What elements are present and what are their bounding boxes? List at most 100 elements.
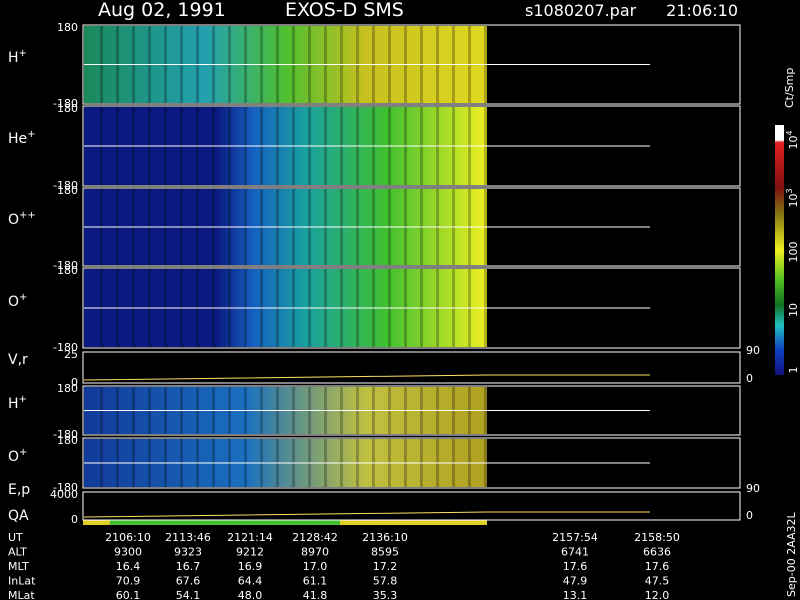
panel-label-text: H	[8, 396, 19, 412]
panel-label-charge: +	[19, 447, 27, 458]
trace	[83, 511, 650, 518]
panel-label-text: H	[8, 50, 19, 66]
colorbar-base: 100	[787, 242, 800, 263]
y-tick-label: 180	[57, 21, 78, 34]
cell: 17.6	[645, 560, 670, 573]
cell: 8595	[371, 546, 399, 559]
panel-label: E,p	[8, 482, 30, 498]
y-tick-label: 180	[57, 264, 78, 277]
cell: 17.6	[563, 560, 588, 573]
y-tick-label: -180	[53, 97, 78, 110]
cell: 60.1	[116, 589, 141, 600]
cell: 12.0	[645, 589, 670, 600]
row-label: ALT	[8, 546, 27, 559]
file: s1080207.par	[525, 1, 637, 20]
panel-label: O+	[8, 447, 27, 465]
colorbar-label: 100	[787, 242, 800, 263]
colorbar	[775, 125, 784, 375]
row-label: InLat	[8, 575, 36, 588]
cell: 2128:42	[292, 531, 338, 544]
cell: 47.9	[563, 575, 588, 588]
cell: 13.1	[563, 589, 588, 600]
cell: 6636	[643, 546, 671, 559]
right-tick-label: 0	[746, 509, 753, 522]
colorbar-label: 10	[787, 303, 800, 317]
cell: 48.0	[238, 589, 263, 600]
y-tick-label: -180	[53, 428, 78, 441]
colorbar-base: 10	[787, 136, 800, 150]
panel-label: He+	[8, 129, 36, 147]
cell: 61.1	[303, 575, 328, 588]
row-label: MLat	[8, 589, 35, 600]
trace	[83, 374, 650, 381]
colorbar-base: 10	[787, 303, 800, 317]
cell: 16.9	[238, 560, 263, 573]
colorbar-base: 10	[787, 194, 800, 208]
cell: 64.4	[238, 575, 263, 588]
panel-label-charge: +	[19, 394, 27, 405]
row-label: UT	[8, 531, 23, 544]
panel-label-charge: +	[19, 48, 27, 59]
cell: 2136:10	[362, 531, 408, 544]
panel-label-charge: +	[19, 292, 27, 303]
panel-label-charge: ++	[19, 210, 36, 221]
y-tick-label: 180	[57, 184, 78, 197]
cell: 35.3	[373, 589, 398, 600]
colorbar-exp: 3	[785, 188, 794, 193]
cell: 16.4	[116, 560, 141, 573]
y-tick-label: -180	[53, 179, 78, 192]
cell: 9212	[236, 546, 264, 559]
panel-label-charge: +	[27, 129, 35, 140]
instrument: EXOS-D SMS	[285, 0, 404, 21]
panel-label-text: E,p	[8, 482, 30, 498]
y-tick-label: 180	[57, 382, 78, 395]
cell: 2157:54	[552, 531, 598, 544]
panel-frame	[82, 351, 741, 384]
cell: 47.5	[645, 575, 670, 588]
y-tick-label: 180	[57, 434, 78, 447]
cell: 17.0	[303, 560, 328, 573]
colorbar-base: 1	[787, 367, 800, 374]
colorbar-label: 1	[787, 367, 800, 374]
qa-bar-green	[110, 519, 340, 525]
panel-label-text: V,r	[8, 352, 28, 368]
y-tick-label: 4000	[50, 488, 78, 501]
panel-label: O+	[8, 292, 27, 310]
panel-label-2: QA	[8, 508, 29, 524]
panel-label: H+	[8, 394, 27, 412]
cell: 2121:14	[227, 531, 273, 544]
time: 21:06:10	[666, 1, 738, 20]
cell: 9323	[174, 546, 202, 559]
right-tick-label: 90	[746, 482, 760, 495]
panel-label: O++	[8, 210, 36, 228]
panel-label-text: O	[8, 294, 19, 310]
cell: 41.8	[303, 589, 328, 600]
colorbar-exp: 4	[785, 130, 794, 135]
cell: 16.7	[176, 560, 201, 573]
cell: 2106:10	[105, 531, 151, 544]
y-tick-label: 25	[64, 348, 78, 361]
colorbar-unit: Ct/Smp	[783, 68, 796, 108]
colorbar-label: 103	[785, 188, 800, 207]
cell: 2158:50	[634, 531, 680, 544]
y-tick-label: -180	[53, 341, 78, 354]
y-tick-label: -180	[53, 481, 78, 494]
cell: 6741	[561, 546, 589, 559]
cell: 2113:46	[165, 531, 211, 544]
row-label: MLT	[8, 560, 29, 573]
y-tick-label: 180	[57, 102, 78, 115]
cell: 17.2	[373, 560, 398, 573]
y-tick-label: 0	[71, 376, 78, 389]
right-tick-label: 0	[746, 372, 753, 385]
date: Aug 02, 1991	[98, 0, 226, 21]
panel-label: V,r	[8, 352, 28, 368]
panel-label: H+	[8, 48, 27, 66]
cell: 54.1	[176, 589, 201, 600]
cell: 9300	[114, 546, 142, 559]
footer: Sep-00 2AA32L	[785, 511, 798, 597]
panel-label-text: O	[8, 212, 19, 228]
y-tick-label: -180	[53, 259, 78, 272]
panel-label-text: O	[8, 449, 19, 465]
y-tick-label: 0	[71, 513, 78, 526]
